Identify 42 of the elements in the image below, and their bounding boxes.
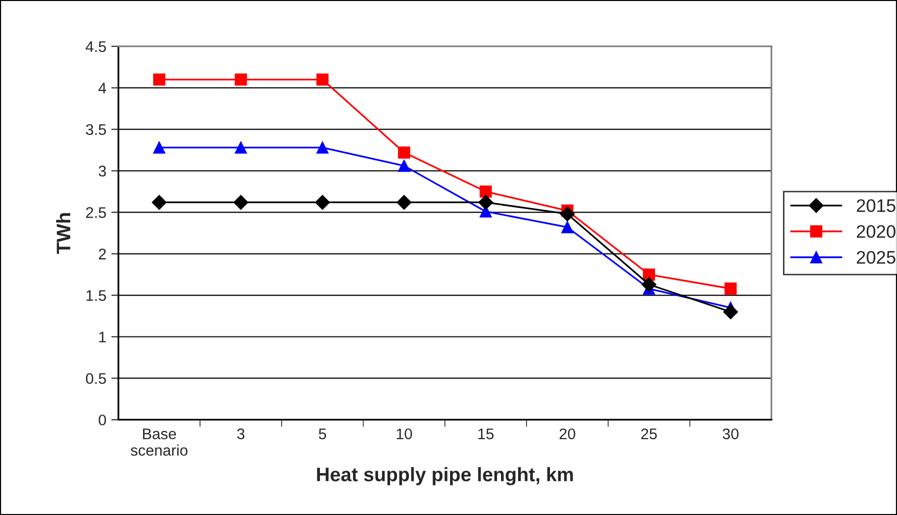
point: [561, 221, 574, 234]
y-tick-label: 3.5: [86, 124, 106, 136]
y-tick-label: 4: [98, 82, 106, 94]
point: [396, 194, 412, 210]
point: [316, 73, 329, 86]
point: [153, 142, 166, 154]
point: [560, 206, 575, 222]
x-tick-label: 3: [237, 428, 244, 440]
point: [480, 185, 492, 198]
point: [642, 277, 656, 292]
legend-label: 2020: [856, 225, 896, 238]
point: [724, 282, 737, 295]
y-tick-label: 2: [98, 248, 106, 260]
y-tick-label: 3: [98, 166, 106, 176]
point: [398, 146, 410, 159]
x-axis-title: Heat supply pipe lenght, km: [317, 467, 573, 486]
x-tick-label: 20: [560, 428, 576, 440]
point: [315, 194, 330, 210]
y-tick-label: 2.5: [86, 207, 106, 218]
y-axis-title: TWh: [56, 213, 70, 254]
y-tick-label: 4.5: [86, 41, 106, 52]
point: [316, 142, 329, 154]
x-tick-label: 10: [396, 428, 412, 440]
x-tick-label: Base scenario: [130, 428, 188, 456]
point: [233, 194, 248, 210]
point: [723, 304, 738, 320]
legend-label: 2025: [856, 250, 896, 264]
x-tick-label: 5: [318, 428, 326, 440]
legend-label: 2015: [856, 199, 896, 212]
point: [478, 194, 494, 210]
point: [153, 73, 166, 86]
y-tick-label: 1: [99, 332, 106, 342]
point: [234, 142, 247, 154]
point: [234, 73, 247, 86]
point: [152, 194, 167, 210]
y-tick-label: 0.5: [86, 373, 106, 384]
point: [398, 160, 410, 172]
x-tick-label: 15: [478, 428, 494, 440]
y-tick-label: 0: [98, 414, 106, 426]
y-tick-label: 1.5: [86, 290, 106, 301]
x-tick-label: 25: [641, 428, 657, 440]
x-tick-label: 30: [722, 428, 739, 440]
